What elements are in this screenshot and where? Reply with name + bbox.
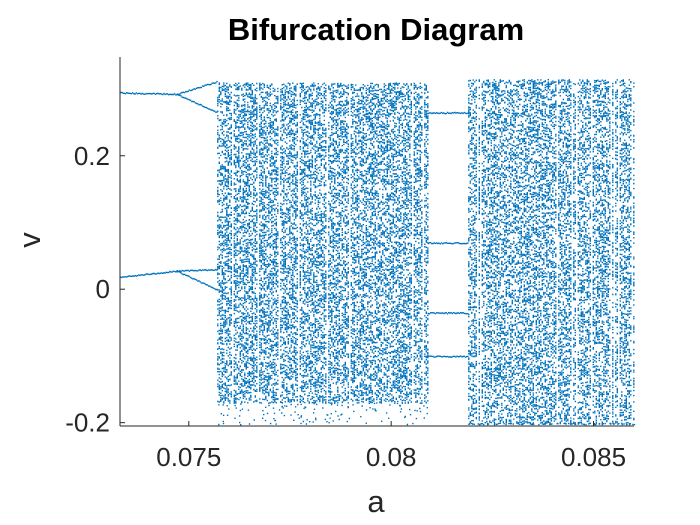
x-tick-label: 0.085: [561, 442, 626, 472]
axes: [119, 57, 634, 427]
x-tick-label: 0.08: [366, 442, 417, 472]
chart-title: Bifurcation Diagram: [228, 12, 524, 47]
x-axis-label: a: [367, 484, 385, 519]
y-tick-group: -0.2 0 0.2: [65, 141, 125, 438]
y-tick-label: 0: [96, 274, 110, 304]
y-axis-label: v: [12, 232, 47, 248]
x-tick-group: 0.075 0.08 0.085: [156, 421, 626, 472]
scatter-points: [120, 79, 636, 426]
x-tick-label: 0.075: [156, 442, 221, 472]
y-tick-label: 0.2: [74, 141, 110, 171]
plot-points: [120, 79, 636, 426]
y-tick-label: -0.2: [65, 408, 110, 438]
